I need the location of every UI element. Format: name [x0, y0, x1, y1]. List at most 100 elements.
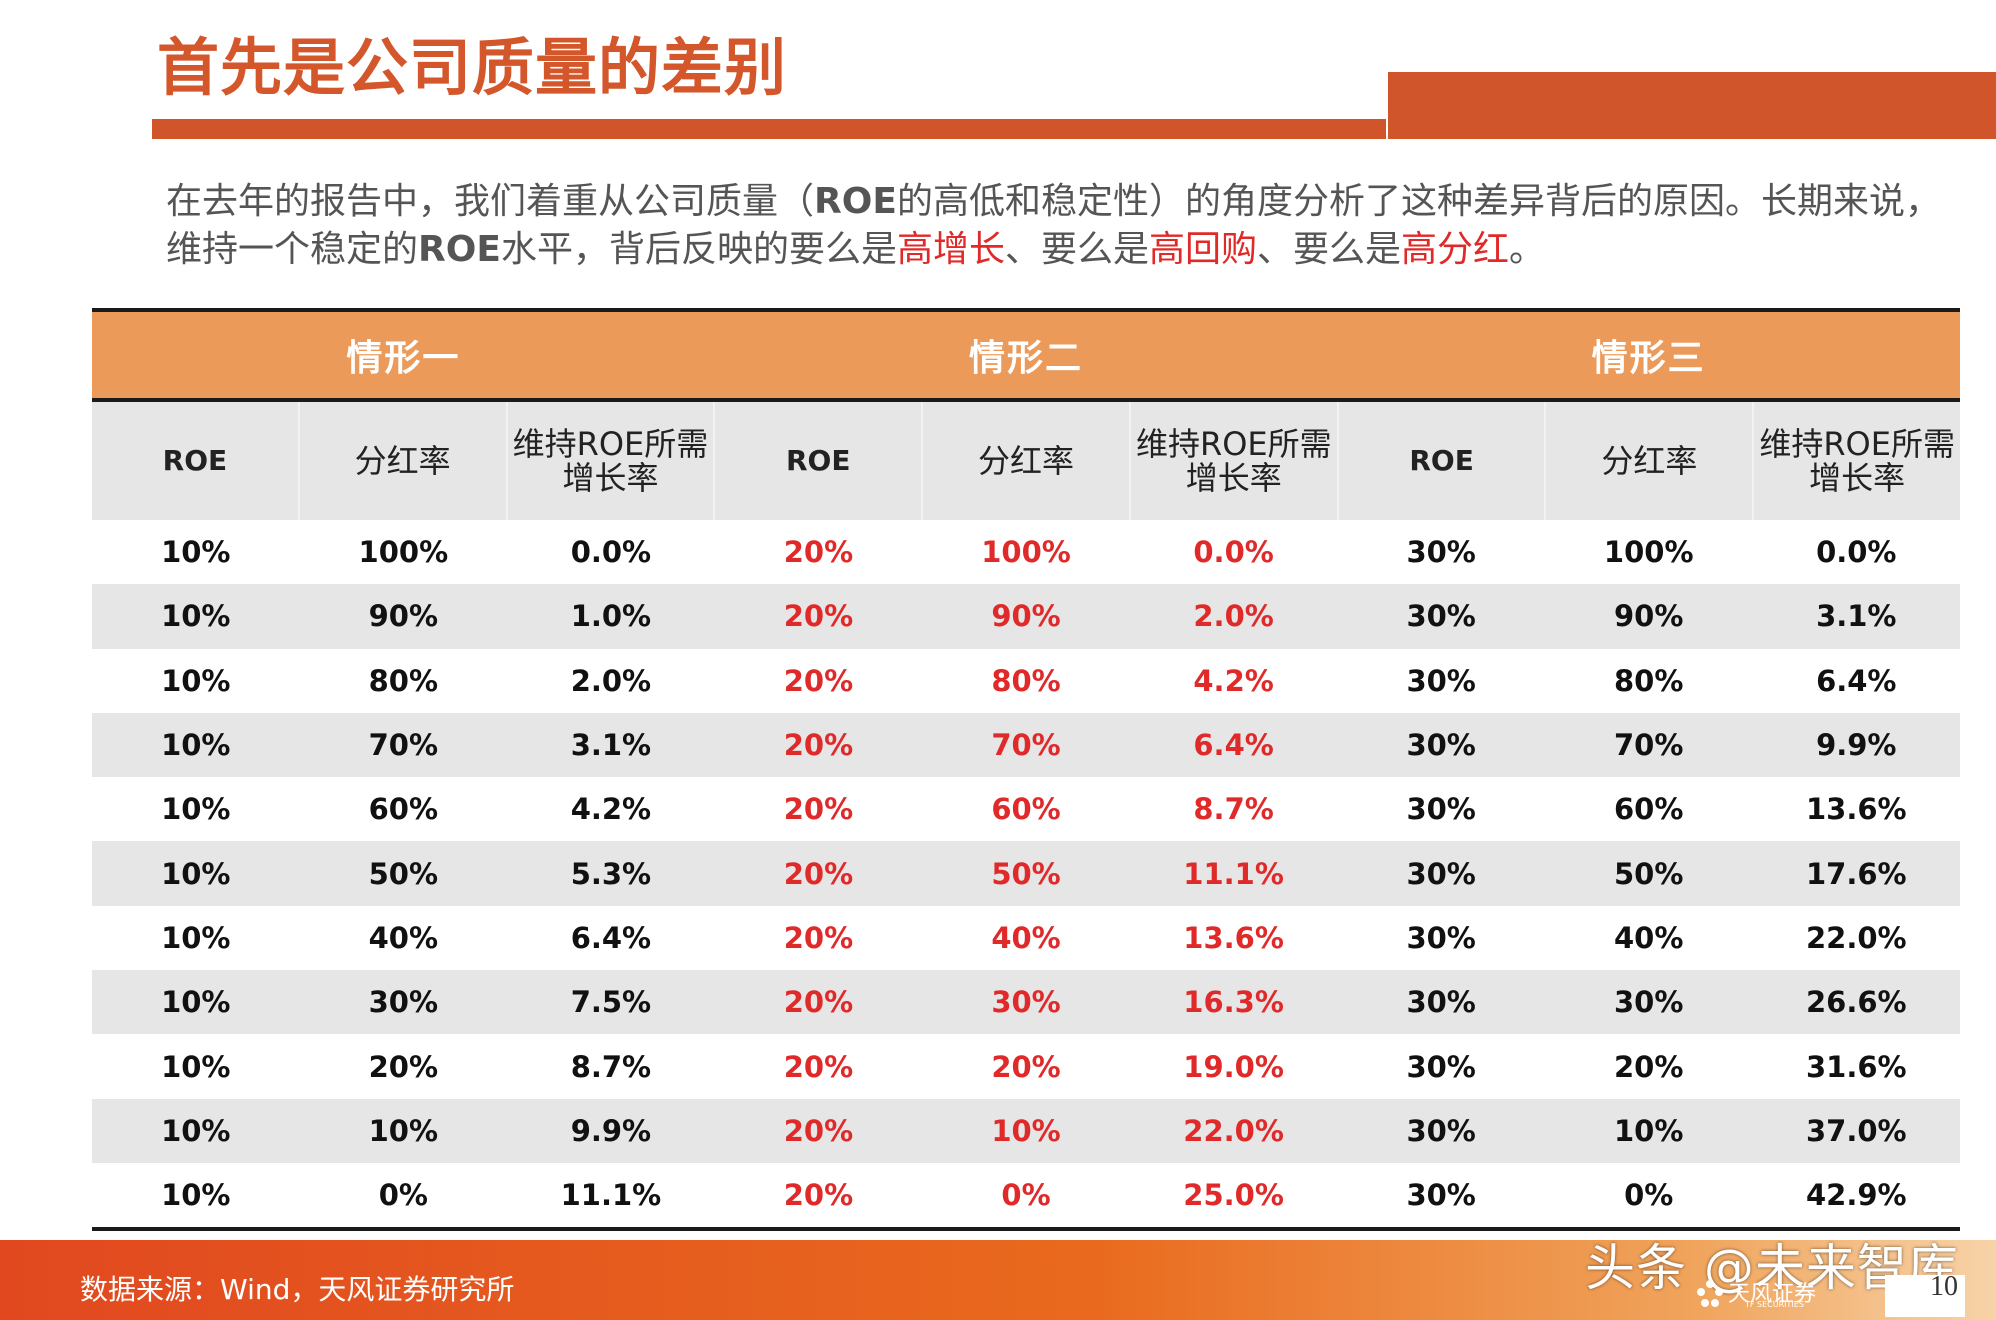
table-cell: 8.7%	[570, 1049, 652, 1084]
table-cell: 6.4%	[1193, 728, 1274, 763]
table-cell: 10%	[161, 535, 231, 570]
table-cell: 20%	[783, 535, 854, 570]
table-cell: 10%	[161, 728, 231, 763]
column-header-row: ROE 分红率 维持ROE所需 增长率 ROE 分红率 维持ROE所需 增长率 ROE 分红率…	[92, 402, 1960, 520]
table-cell: 31.6%	[1805, 1049, 1907, 1084]
column-header: 维持ROE所需 增长率	[1131, 402, 1339, 520]
table-row: 10% 0% 11.1% 20% 0% 25.0% 30% 0% 42.9%	[92, 1162, 1960, 1228]
intro-text: 、要么是	[1257, 229, 1402, 270]
table-cell: 13.6%	[1183, 920, 1284, 955]
table-cell: 30%	[1406, 1113, 1476, 1148]
table-cell: 30%	[1406, 1049, 1476, 1084]
tf-logo-icon	[1697, 1280, 1723, 1307]
table-cell: 20%	[991, 1049, 1061, 1084]
table-cell: 60%	[991, 792, 1061, 827]
table-cell: 50%	[368, 856, 439, 891]
table-cell: 60%	[1614, 792, 1684, 827]
table-cell: 20%	[783, 792, 854, 827]
table-cell: 4.2%	[570, 792, 652, 827]
table-cell: 25.0%	[1183, 1178, 1284, 1213]
table-cell: 6.4%	[1816, 663, 1897, 698]
table-cell: 30%	[1406, 1178, 1476, 1213]
table-cell: 0.0%	[1816, 535, 1897, 570]
table-row: 10% 80% 2.0% 20% 80% 4.2% 30% 80% 6.4%	[92, 648, 1960, 713]
table-cell: 9.9%	[570, 1113, 652, 1148]
group-header-row: 情形一 情形二 情形三	[92, 312, 1960, 398]
intro-text: 、要么是	[1004, 229, 1149, 270]
intro-roe: ROE	[814, 181, 897, 222]
table-cell: 16.3%	[1183, 985, 1284, 1020]
table-cell: 7.5%	[570, 985, 652, 1020]
table-cell: 8.7%	[1193, 792, 1274, 827]
table-cell: 80%	[1614, 663, 1684, 698]
table-cell: 10%	[991, 1113, 1061, 1148]
table-cell: 20%	[783, 985, 854, 1020]
footer-band	[0, 1240, 1996, 1320]
table-cell: 3.1%	[570, 728, 652, 763]
table-cell: 10%	[161, 985, 231, 1020]
table-cell: 20%	[783, 599, 854, 634]
table-cell: 37.0%	[1805, 1113, 1907, 1148]
table-cell: 1.0%	[570, 599, 652, 634]
table-cell: 10%	[161, 663, 231, 698]
table-cell: 3.1%	[1816, 599, 1897, 634]
title-underline-bar	[152, 119, 1386, 139]
table-cell: 30%	[1406, 535, 1476, 570]
data-source: 数据来源：Wind，天风证券研究所	[80, 1273, 515, 1306]
table-cell: 22.0%	[1183, 1113, 1284, 1148]
table-cell: 10%	[161, 920, 231, 955]
scenario-table: 情形一 情形二 情形三 ROE 分红率 维持ROE所需 增长率 ROE 分红率 维持ROE…	[92, 308, 1960, 1232]
table-cell: 100%	[1603, 535, 1694, 570]
table-cell: 20%	[783, 920, 854, 955]
table-cell: 0%	[1001, 1178, 1051, 1213]
table-cell: 10%	[161, 792, 231, 827]
table-cell: 26.6%	[1805, 985, 1907, 1020]
table-cell: 10%	[161, 1113, 231, 1148]
table-cell: 19.0%	[1183, 1049, 1284, 1084]
table-cell: 30%	[991, 985, 1061, 1020]
table-cell: 17.6%	[1805, 856, 1907, 891]
table-cell: 40%	[1614, 920, 1684, 955]
page-title: 首先是公司质量的差别	[157, 31, 788, 104]
table-cell: 2.0%	[570, 663, 652, 698]
table-row: 10% 70% 3.1% 20% 70% 6.4% 30% 70% 9.9%	[92, 712, 1960, 778]
column-header: ROE	[92, 402, 300, 520]
table-cell: 40%	[368, 920, 439, 955]
table-cell: 80%	[991, 663, 1061, 698]
table-top-rule	[92, 308, 1960, 312]
table-row: 10% 20% 8.7% 20% 20% 19.0% 30% 20% 31.6%	[92, 1034, 1960, 1099]
table-cell: 20%	[783, 1049, 854, 1084]
intro-text: 维持一个稳定的	[166, 229, 419, 270]
table-cell: 0%	[1624, 1178, 1674, 1213]
table-cell: 10%	[1614, 1113, 1684, 1148]
table-cell: 80%	[368, 663, 439, 698]
table-cell: 20%	[783, 1178, 854, 1213]
table-cell: 70%	[1614, 728, 1684, 763]
intro-text: 水平，背后反映的要么是	[500, 229, 897, 270]
table-cell: 30%	[1406, 792, 1476, 827]
table-cell: 50%	[1614, 856, 1684, 891]
table-cell: 100%	[981, 535, 1071, 570]
table-row: 10% 40% 6.4% 20% 40% 13.6% 30% 40% 22.0%	[92, 905, 1960, 971]
table-cell: 4.2%	[1193, 663, 1274, 698]
column-header: 分红率	[300, 402, 508, 520]
table-row: 10% 60% 4.2% 20% 60% 8.7% 30% 60% 13.6%	[92, 777, 1960, 842]
group-header-1: 情形一	[346, 338, 461, 379]
table-cell: 10%	[161, 856, 231, 891]
table-cell: 20%	[368, 1049, 439, 1084]
intro-roe: ROE	[418, 229, 501, 270]
table-bottom-rule	[92, 1227, 1960, 1232]
intro-paragraph: 在去年的报告中，我们着重从公司质量（ROE的高低和稳定性）的角度分析了这种差异背…	[166, 178, 1956, 274]
table-cell: 2.0%	[1193, 599, 1274, 634]
table-cell: 10%	[161, 1178, 231, 1213]
table-row: 10% 100% 0.0% 20% 100% 0.0% 30% 100% 0.0%	[92, 520, 1960, 585]
table-cell: 30%	[1614, 985, 1684, 1020]
group-header-2: 情形二	[969, 338, 1084, 379]
table-cell: 90%	[368, 599, 439, 634]
intro-text: 。	[1509, 229, 1546, 270]
table-cell: 13.6%	[1805, 792, 1907, 827]
table-cell: 22.0%	[1805, 920, 1907, 955]
column-header: 分红率	[1546, 402, 1755, 520]
table-cell: 30%	[1406, 856, 1476, 891]
title-accent-block	[1388, 72, 1996, 139]
